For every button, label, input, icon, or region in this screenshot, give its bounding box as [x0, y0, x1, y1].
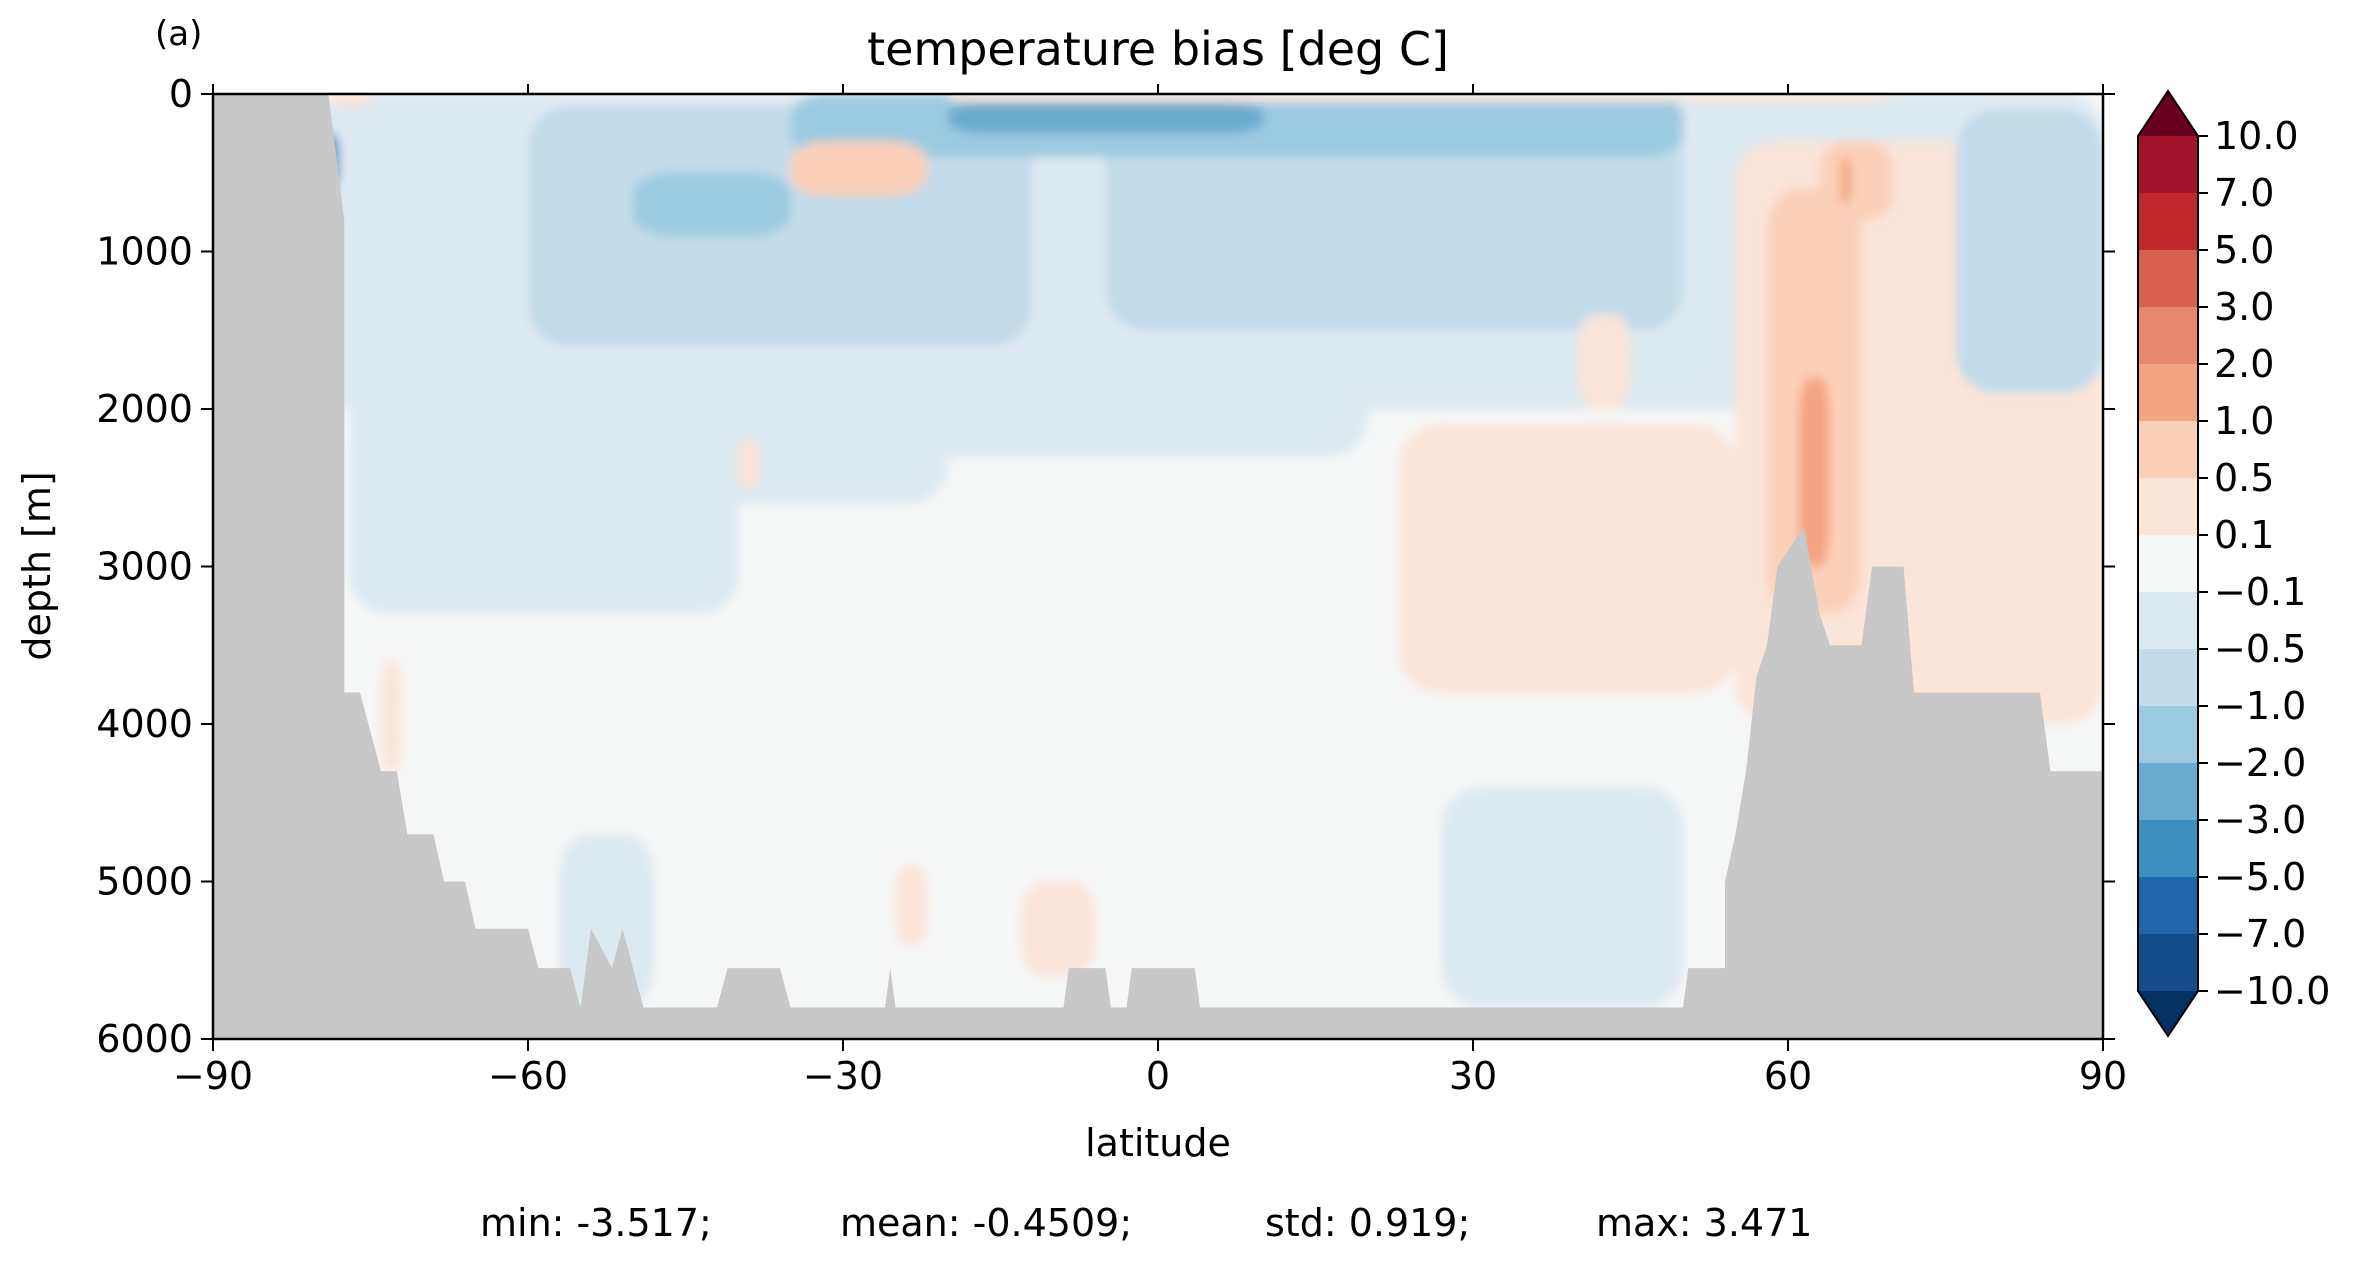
colorbar-segment: [2138, 763, 2198, 821]
colorbar-segment: [2138, 193, 2198, 251]
bias-region: [1578, 314, 1631, 409]
colorbar-extend-min: [2138, 991, 2198, 1036]
stat-std: std: 0.919;: [1265, 1201, 1470, 1245]
bias-region: [1956, 109, 2103, 394]
stat-min: min: -3.517;: [480, 1201, 712, 1245]
y-tick-label: 3000: [96, 545, 193, 589]
colorbar-tick-label: 5.0: [2214, 228, 2274, 272]
colorbar-tick-label: 3.0: [2214, 285, 2274, 329]
colorbar-segment: [2138, 364, 2198, 422]
colorbar-segment: [2138, 478, 2198, 536]
colorbar-segment: [2138, 535, 2198, 593]
bias-region: [1021, 881, 1095, 976]
bias-region: [381, 661, 402, 772]
x-tick-label: 60: [1764, 1054, 1812, 1098]
colorbar-tick-label: 7.0: [2214, 171, 2274, 215]
x-tick-label: 0: [1146, 1054, 1170, 1098]
y-axis-label: depth [m]: [15, 471, 59, 660]
bias-region: [1840, 157, 1851, 205]
colorbar-segment: [2138, 706, 2198, 764]
colorbar-tick-label: 0.1: [2214, 513, 2274, 557]
bias-region: [790, 141, 927, 197]
bathymetry-land: [213, 94, 2103, 1039]
colorbar-extend-max: [2138, 91, 2198, 136]
colorbar-tick-label: 2.0: [2214, 342, 2274, 386]
y-axis: 0 1000 2000 3000 4000 5000 6000: [96, 72, 2115, 1061]
bias-region: [1105, 106, 1683, 331]
panel-label: (a): [155, 14, 202, 54]
land-mask: [213, 94, 2103, 1039]
colorbar-segment: [2138, 136, 2198, 194]
bias-region: [895, 865, 927, 945]
y-tick-label: 5000: [96, 860, 193, 904]
colorbar-tick-label: −7.0: [2214, 912, 2306, 956]
bias-field: [318, 94, 2103, 1008]
y-tick-label: 2000: [96, 387, 193, 431]
x-tick-label: −90: [173, 1054, 253, 1098]
stat-max: max: 3.471: [1596, 1201, 1812, 1245]
y-tick-label: 1000: [96, 230, 193, 274]
colorbar-tick-label: 10.0: [2214, 114, 2299, 158]
colorbar-tick-label: −1.0: [2214, 684, 2306, 728]
bias-region: [328, 94, 371, 107]
x-axis-label: latitude: [1085, 1121, 1231, 1165]
bias-region: [1399, 424, 1736, 693]
colorbar-segment: [2138, 421, 2198, 479]
colorbar-tick-label: 1.0: [2214, 399, 2274, 443]
bias-region: [1441, 787, 1683, 1008]
bias-region: [948, 94, 1893, 102]
colorbar-segment: [2138, 934, 2198, 992]
y-tick-label: 6000: [96, 1017, 193, 1061]
stats-line: min: -3.517; mean: -0.4509; std: 0.919; …: [480, 1201, 1812, 1245]
bias-region: [633, 172, 791, 236]
bias-region: [948, 101, 1263, 134]
x-tick-label: 90: [2079, 1054, 2127, 1098]
colorbar-tick-label: −0.5: [2214, 627, 2306, 671]
colorbar-segment: [2138, 649, 2198, 707]
plot-area: [211, 92, 2105, 1041]
colorbar-tick-label: −3.0: [2214, 798, 2306, 842]
stat-mean: mean: -0.4509;: [840, 1201, 1132, 1245]
colorbar-segment: [2138, 820, 2198, 878]
colorbar-segment: [2138, 877, 2198, 935]
chart-title: temperature bias [deg C]: [867, 22, 1449, 76]
bias-region: [349, 409, 738, 614]
y-tick-label: 4000: [96, 702, 193, 746]
colorbar: 10.0 7.0 5.0 3.0 2.0 1.0 0.5 0.1 −0.1 −0.5 −1.0 −2.…: [2137, 89, 2330, 1038]
bias-region: [1819, 141, 1893, 220]
colorbar-segment: [2138, 592, 2198, 650]
x-tick-label: −30: [803, 1054, 883, 1098]
y-tick-label: 0: [169, 72, 193, 116]
bias-region: [738, 440, 759, 488]
x-tick-label: 30: [1449, 1054, 1497, 1098]
colorbar-tick-label: −5.0: [2214, 855, 2306, 899]
colorbar-tick-label: −2.0: [2214, 741, 2306, 785]
colorbar-tick-label: 0.5: [2214, 456, 2274, 500]
colorbar-tick-label: −0.1: [2214, 570, 2306, 614]
bias-region: [1798, 377, 1830, 567]
colorbar-segment: [2138, 307, 2198, 365]
colorbar-segment: [2138, 250, 2198, 308]
x-axis: −90 −60 −30 0 30 60 90: [173, 84, 2127, 1098]
colorbar-tick-label: −10.0: [2214, 969, 2330, 1013]
x-tick-label: −60: [488, 1054, 568, 1098]
